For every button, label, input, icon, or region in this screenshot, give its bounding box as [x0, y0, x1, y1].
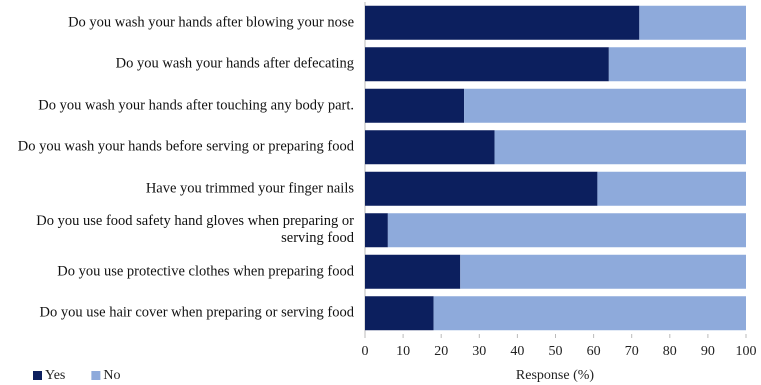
- bar-segment: [608, 47, 746, 82]
- y-tick-label: Do you use food safety hand gloves when …: [36, 213, 354, 247]
- y-tick-label: Do you use hair cover when preparing or …: [39, 304, 354, 321]
- x-tick-label: 30: [472, 344, 486, 359]
- bar-segment: [365, 88, 465, 123]
- x-tick-label: 20: [434, 344, 448, 359]
- y-tick-label: Do you wash your hands after touching an…: [38, 97, 354, 114]
- x-tick-label: 0: [362, 344, 369, 359]
- y-tick-label: Do you wash your hands before serving or…: [17, 138, 354, 155]
- legend-swatch: [33, 371, 42, 380]
- bar-segment: [365, 296, 434, 331]
- x-tick-label: 10: [396, 344, 410, 359]
- x-tick-label: 100: [736, 344, 757, 359]
- bar-segment: [387, 213, 746, 248]
- bar-segment: [365, 130, 495, 165]
- x-tick-label: 90: [701, 344, 715, 359]
- x-tick-label: 40: [510, 344, 524, 359]
- bar-segment: [464, 88, 746, 123]
- bar-segment: [365, 5, 640, 40]
- bar-segment: [365, 213, 388, 248]
- bar-segment: [460, 254, 746, 289]
- bar-segment: [639, 5, 746, 40]
- bar-segment: [365, 254, 461, 289]
- bar-segment: [365, 171, 598, 206]
- legend-label: No: [103, 368, 120, 383]
- bar-segment: [597, 171, 746, 206]
- bar-segment: [433, 296, 746, 331]
- y-tick-label: Have you trimmed your finger nails: [145, 180, 354, 197]
- x-tick-label: 60: [587, 344, 601, 359]
- bar-segment: [365, 47, 609, 82]
- bar-segment: [494, 130, 746, 165]
- x-tick-label: 80: [663, 344, 677, 359]
- x-tick-label: 50: [549, 344, 563, 359]
- y-tick-label: Do you use protective clothes when prepa…: [57, 263, 354, 280]
- legend-swatch: [91, 371, 101, 380]
- x-tick-label: 70: [625, 344, 639, 359]
- y-tick-label: Do you wash your hands after blowing you…: [68, 14, 354, 31]
- legend-label: Yes: [45, 368, 65, 383]
- y-tick-label: Do you wash your hands after defecating: [115, 55, 354, 72]
- x-axis-title: Response (%): [516, 368, 594, 383]
